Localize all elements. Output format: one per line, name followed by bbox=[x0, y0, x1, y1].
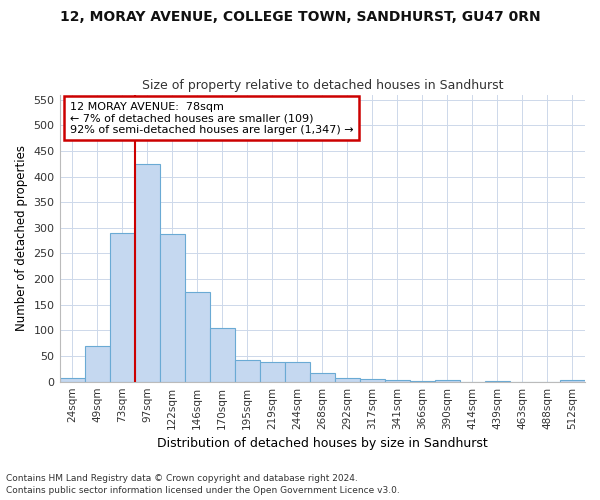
Bar bbox=[285, 362, 310, 382]
Y-axis label: Number of detached properties: Number of detached properties bbox=[15, 145, 28, 331]
Text: 12, MORAY AVENUE, COLLEGE TOWN, SANDHURST, GU47 0RN: 12, MORAY AVENUE, COLLEGE TOWN, SANDHURS… bbox=[59, 10, 541, 24]
Bar bbox=[335, 378, 360, 382]
Bar bbox=[59, 378, 85, 382]
X-axis label: Distribution of detached houses by size in Sandhurst: Distribution of detached houses by size … bbox=[157, 437, 488, 450]
Bar bbox=[160, 234, 185, 382]
Bar bbox=[110, 233, 134, 382]
Bar bbox=[134, 164, 160, 382]
Bar bbox=[310, 374, 335, 382]
Title: Size of property relative to detached houses in Sandhurst: Size of property relative to detached ho… bbox=[142, 79, 503, 92]
Bar bbox=[385, 380, 410, 382]
Bar bbox=[360, 379, 385, 382]
Bar bbox=[435, 380, 460, 382]
Text: 12 MORAY AVENUE:  78sqm
← 7% of detached houses are smaller (109)
92% of semi-de: 12 MORAY AVENUE: 78sqm ← 7% of detached … bbox=[70, 102, 353, 135]
Bar bbox=[85, 346, 110, 382]
Bar bbox=[185, 292, 209, 382]
Bar bbox=[235, 360, 260, 382]
Bar bbox=[485, 380, 510, 382]
Bar bbox=[209, 328, 235, 382]
Bar bbox=[560, 380, 585, 382]
Bar bbox=[410, 380, 435, 382]
Text: Contains HM Land Registry data © Crown copyright and database right 2024.
Contai: Contains HM Land Registry data © Crown c… bbox=[6, 474, 400, 495]
Bar bbox=[260, 362, 285, 382]
